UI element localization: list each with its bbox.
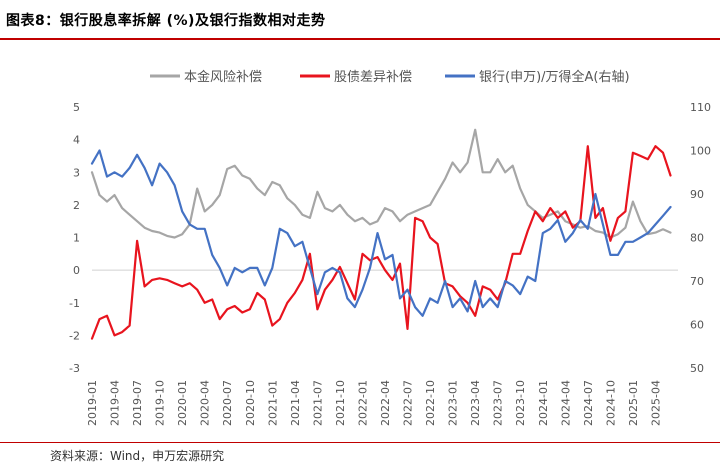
y-left-tick-label: 5: [73, 101, 80, 114]
x-tick-label: 2023-10: [514, 380, 527, 426]
x-tick-label: 2021-07: [311, 380, 324, 426]
legend-index-label: 银行(申万)/万得全A(右轴): [479, 69, 630, 85]
x-tick-label: 2024-01: [537, 380, 550, 426]
y-left-tick-label: 4: [73, 134, 80, 147]
x-tick-label: 2023-01: [447, 380, 460, 426]
chart-title: 图表8：银行股息率拆解 (%)及银行指数相对走势: [6, 13, 326, 29]
y-right-tick-label: 100: [690, 145, 711, 158]
y-right-tick-label: 70: [690, 275, 704, 288]
y-left-tick-label: 0: [73, 264, 80, 277]
line-chart: -3 -2 -1 0 1 2 3 4 5 50 60 70 80 90 100 110 2019-01 2019-…: [69, 69, 711, 426]
legend-principal-label: 本金风险补偿: [184, 69, 262, 85]
x-tick-label: 2020-01: [176, 380, 189, 426]
spread-compensation-line: [90, 145, 672, 340]
x-tick-label: 2024-07: [582, 380, 595, 426]
x-tick-label: 2021-01: [266, 380, 279, 426]
x-tick-label: 2025-01: [627, 380, 640, 426]
y-right-tick-label: 80: [690, 232, 704, 245]
y-left-tick-label: -3: [69, 362, 80, 375]
x-tick-label: 2022-10: [424, 380, 437, 426]
y-right-tick-label: 60: [690, 319, 704, 332]
x-tick-label: 2019-10: [154, 380, 167, 426]
legend-spread-label: 股债差异补偿: [334, 70, 412, 85]
x-tick-label: 2024-10: [604, 380, 617, 426]
x-tick-label: 2021-10: [334, 380, 347, 426]
y-left-tick-label: 2: [73, 199, 80, 212]
x-tick-label: 2019-07: [131, 380, 144, 426]
x-tick-label: 2019-04: [109, 380, 122, 426]
y-right-tick-label: 90: [690, 188, 704, 201]
x-tick-label: 2020-07: [221, 380, 234, 426]
y-right-tick-label: 110: [690, 101, 711, 114]
y-right-tick-label: 50: [690, 362, 704, 375]
x-tick-label: 2023-07: [492, 380, 505, 426]
chart-title-bar: 图表8：银行股息率拆解 (%)及银行指数相对走势: [0, 0, 720, 40]
x-tick-label: 2022-01: [356, 380, 369, 426]
x-tick-label: 2025-04: [649, 380, 662, 426]
y-left-tick-label: 1: [73, 232, 80, 245]
bank-index-ratio-line: [90, 149, 672, 317]
x-tick-label: 2021-04: [289, 380, 302, 426]
x-tick-label: 2022-04: [379, 380, 392, 426]
x-tick-label: 2023-04: [469, 380, 482, 426]
x-tick-label: 2020-10: [244, 380, 257, 426]
x-tick-label: 2019-01: [86, 380, 99, 426]
y-left-tick-label: -1: [69, 297, 80, 310]
x-tick-label: 2024-04: [559, 380, 572, 426]
principal-compensation-line: [90, 128, 672, 239]
x-tick-label: 2022-07: [402, 380, 415, 426]
y-left-tick-label: -2: [69, 329, 80, 342]
x-tick-label: 2020-04: [199, 380, 212, 426]
footer-divider: [0, 442, 720, 443]
y-left-tick-label: 3: [73, 166, 80, 179]
